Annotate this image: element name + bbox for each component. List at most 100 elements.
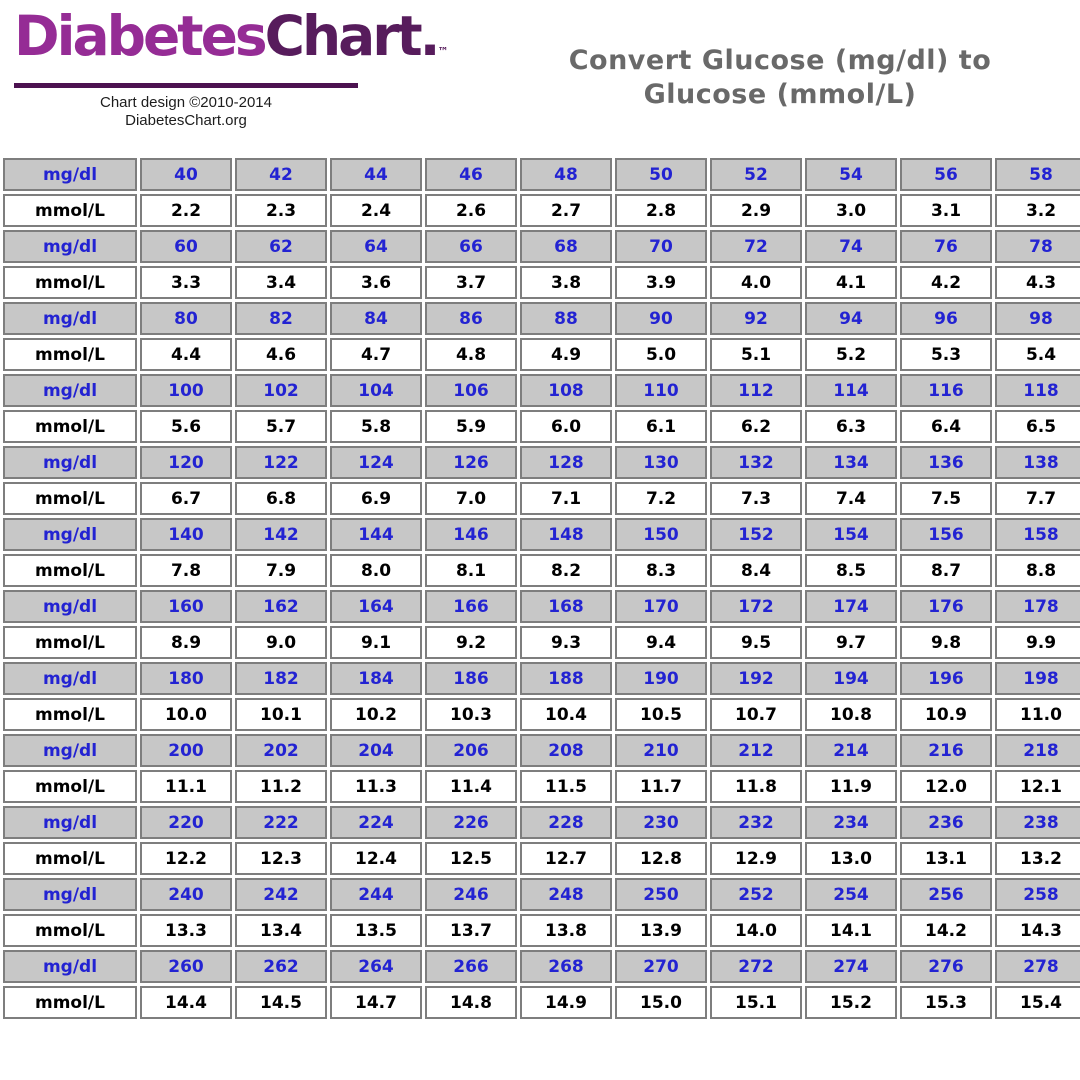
mgdl-value-cell: 144: [330, 518, 422, 551]
mmol-value-cell: 2.8: [615, 194, 707, 227]
mgdl-value-cell: 150: [615, 518, 707, 551]
table-row-mgdl: mg/dl 200 202 204 206 208 210 212 214 216 218: [3, 734, 1080, 767]
mgdl-value-cell: 170: [615, 590, 707, 623]
table-row-mmol: mmol/L 11.1 11.2 11.3 11.4 11.5 11.7 11.8 11.9 12…: [3, 770, 1080, 803]
mgdl-value-cell: 108: [520, 374, 612, 407]
mgdl-value-cell: 106: [425, 374, 517, 407]
mgdl-value-cell: 262: [235, 950, 327, 983]
mgdl-value-cell: 270: [615, 950, 707, 983]
mmol-value-cell: 14.8: [425, 986, 517, 1019]
mmol-row-label: mmol/L: [3, 986, 137, 1019]
mgdl-value-cell: 236: [900, 806, 992, 839]
mgdl-value-cell: 242: [235, 878, 327, 911]
table-row-mmol: mmol/L 4.4 4.6 4.7 4.8 4.9 5.0 5.1 5.2 5.3 5.4: [3, 338, 1080, 371]
mmol-row-label: mmol/L: [3, 266, 137, 299]
mmol-value-cell: 4.6: [235, 338, 327, 371]
mmol-value-cell: 11.5: [520, 770, 612, 803]
mgdl-value-cell: 68: [520, 230, 612, 263]
logo-wordmark: DiabetesChart.™: [14, 6, 449, 82]
mgdl-value-cell: 76: [900, 230, 992, 263]
mmol-value-cell: 9.4: [615, 626, 707, 659]
mgdl-value-cell: 54: [805, 158, 897, 191]
mmol-value-cell: 13.1: [900, 842, 992, 875]
logo-copyright: Chart design ©2010-2014 DiabetesChart.or…: [14, 94, 358, 130]
title-line-1: Convert Glucose (mg/dl) to: [568, 45, 992, 76]
mmol-row-label: mmol/L: [3, 554, 137, 587]
mmol-value-cell: 2.6: [425, 194, 517, 227]
table-row-mgdl: mg/dl 260 262 264 266 268 270 272 274 276 278: [3, 950, 1080, 983]
mmol-value-cell: 7.1: [520, 482, 612, 515]
mmol-value-cell: 10.5: [615, 698, 707, 731]
mgdl-value-cell: 238: [995, 806, 1080, 839]
mgdl-value-cell: 96: [900, 302, 992, 335]
mmol-value-cell: 14.7: [330, 986, 422, 1019]
mgdl-value-cell: 146: [425, 518, 517, 551]
mgdl-value-cell: 266: [425, 950, 517, 983]
mgdl-value-cell: 260: [140, 950, 232, 983]
mgdl-row-label: mg/dl: [3, 806, 137, 839]
mmol-value-cell: 13.5: [330, 914, 422, 947]
mgdl-value-cell: 102: [235, 374, 327, 407]
mmol-value-cell: 15.3: [900, 986, 992, 1019]
mgdl-value-cell: 184: [330, 662, 422, 695]
mmol-value-cell: 12.8: [615, 842, 707, 875]
mgdl-value-cell: 224: [330, 806, 422, 839]
mmol-value-cell: 11.9: [805, 770, 897, 803]
mmol-value-cell: 10.9: [900, 698, 992, 731]
mmol-value-cell: 12.3: [235, 842, 327, 875]
mmol-value-cell: 3.0: [805, 194, 897, 227]
mmol-value-cell: 3.1: [900, 194, 992, 227]
mgdl-value-cell: 200: [140, 734, 232, 767]
mmol-value-cell: 2.7: [520, 194, 612, 227]
table-row-mmol: mmol/L 13.3 13.4 13.5 13.7 13.8 13.9 14.0 14.1 14…: [3, 914, 1080, 947]
mmol-value-cell: 13.0: [805, 842, 897, 875]
mgdl-value-cell: 52: [710, 158, 802, 191]
table-row-mmol: mmol/L 3.3 3.4 3.6 3.7 3.8 3.9 4.0 4.1 4.2 4.3: [3, 266, 1080, 299]
mgdl-value-cell: 208: [520, 734, 612, 767]
mmol-value-cell: 5.1: [710, 338, 802, 371]
mmol-value-cell: 5.8: [330, 410, 422, 443]
mmol-value-cell: 7.5: [900, 482, 992, 515]
mmol-value-cell: 14.3: [995, 914, 1080, 947]
mmol-value-cell: 7.9: [235, 554, 327, 587]
table-row-mgdl: mg/dl 80 82 84 86 88 90 92 94 96 98: [3, 302, 1080, 335]
mgdl-value-cell: 256: [900, 878, 992, 911]
mmol-value-cell: 12.9: [710, 842, 802, 875]
mmol-row-label: mmol/L: [3, 914, 137, 947]
mmol-row-label: mmol/L: [3, 410, 137, 443]
mmol-value-cell: 7.3: [710, 482, 802, 515]
mgdl-value-cell: 194: [805, 662, 897, 695]
mgdl-value-cell: 222: [235, 806, 327, 839]
mmol-value-cell: 8.0: [330, 554, 422, 587]
mgdl-value-cell: 252: [710, 878, 802, 911]
mmol-value-cell: 14.1: [805, 914, 897, 947]
mmol-value-cell: 8.7: [900, 554, 992, 587]
mgdl-value-cell: 186: [425, 662, 517, 695]
mgdl-value-cell: 192: [710, 662, 802, 695]
mgdl-value-cell: 86: [425, 302, 517, 335]
mgdl-value-cell: 42: [235, 158, 327, 191]
mgdl-value-cell: 84: [330, 302, 422, 335]
mgdl-value-cell: 264: [330, 950, 422, 983]
mgdl-value-cell: 228: [520, 806, 612, 839]
mgdl-value-cell: 104: [330, 374, 422, 407]
mmol-value-cell: 4.1: [805, 266, 897, 299]
mmol-value-cell: 10.8: [805, 698, 897, 731]
mgdl-value-cell: 250: [615, 878, 707, 911]
mgdl-value-cell: 72: [710, 230, 802, 263]
mgdl-value-cell: 50: [615, 158, 707, 191]
mmol-value-cell: 7.4: [805, 482, 897, 515]
mmol-value-cell: 10.3: [425, 698, 517, 731]
mmol-value-cell: 9.2: [425, 626, 517, 659]
mgdl-value-cell: 164: [330, 590, 422, 623]
mgdl-value-cell: 274: [805, 950, 897, 983]
mgdl-value-cell: 240: [140, 878, 232, 911]
mmol-row-label: mmol/L: [3, 698, 137, 731]
mgdl-value-cell: 90: [615, 302, 707, 335]
trademark-symbol: ™: [437, 45, 449, 58]
mmol-row-label: mmol/L: [3, 194, 137, 227]
mgdl-value-cell: 188: [520, 662, 612, 695]
mgdl-value-cell: 48: [520, 158, 612, 191]
mgdl-value-cell: 114: [805, 374, 897, 407]
logo-word-chart: Chart.: [264, 4, 441, 68]
